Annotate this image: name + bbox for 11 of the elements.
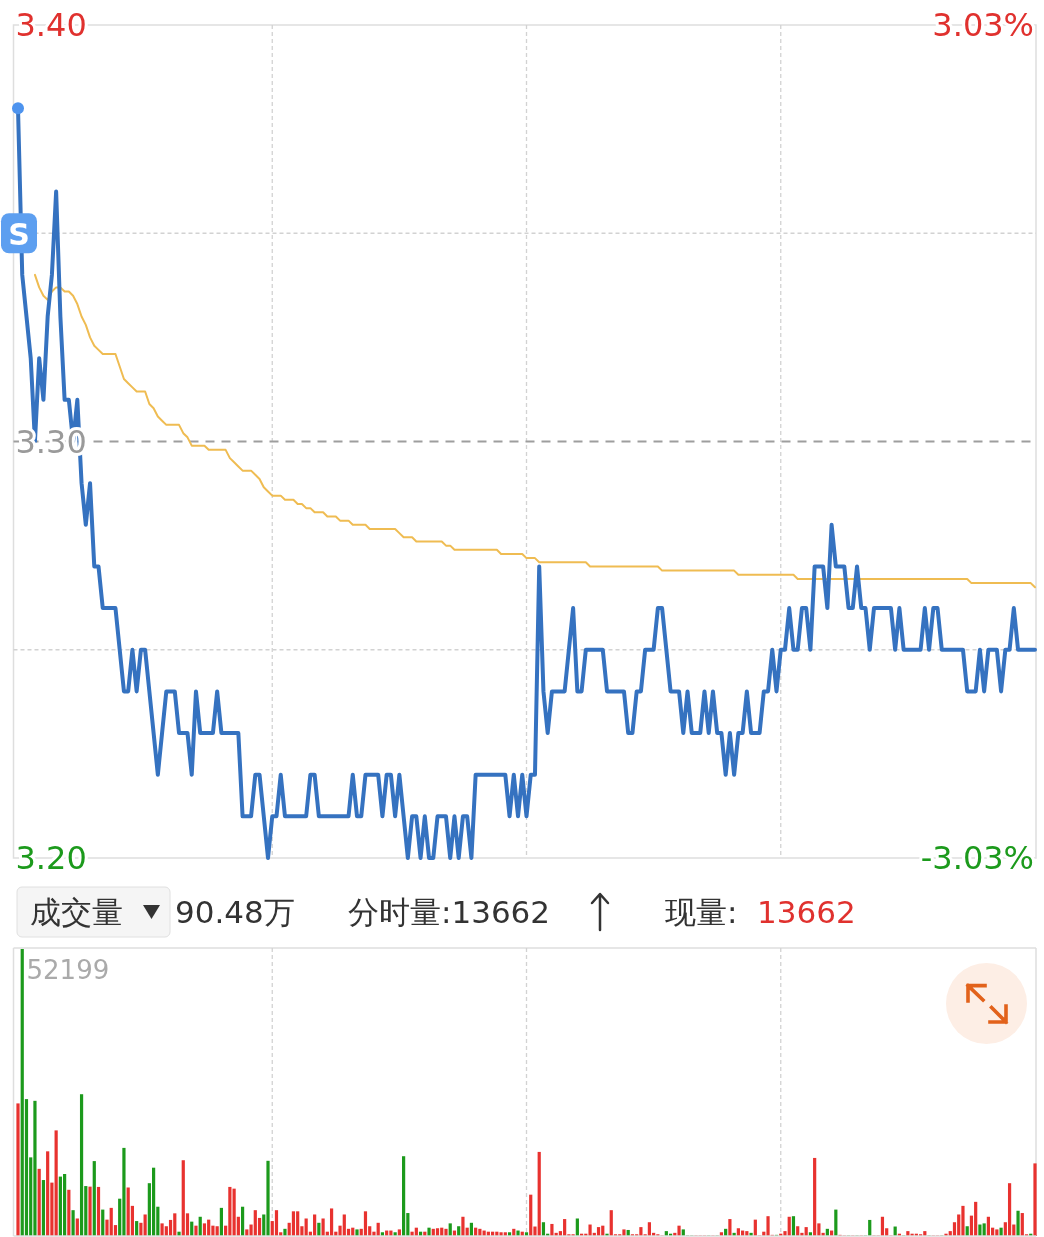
annotation: 52199	[26, 955, 110, 985]
y2-tick-label: 3.03%	[932, 6, 1034, 44]
y-tick-label: 3.20	[15, 839, 87, 877]
text: 90.48万	[175, 894, 295, 930]
text: 成交量	[30, 894, 123, 930]
text: 分时量:13662	[348, 894, 551, 930]
y-tick-label: 3.40	[15, 6, 87, 44]
annotation: S	[8, 216, 30, 252]
y2-tick-label: -3.03%	[920, 839, 1034, 877]
text: 现量:	[665, 894, 738, 930]
text: 13662	[757, 894, 856, 930]
